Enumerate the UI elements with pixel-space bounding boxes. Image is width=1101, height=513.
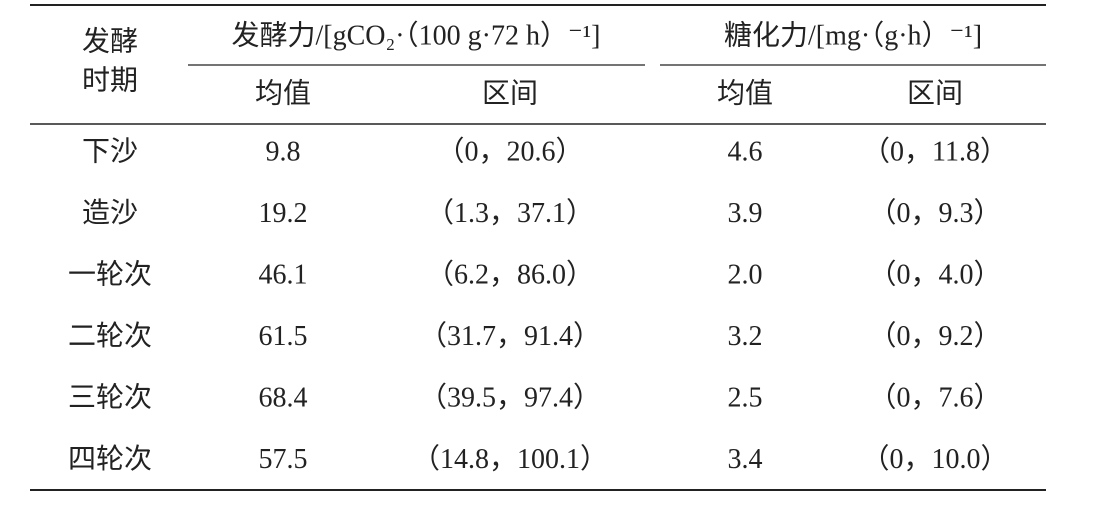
cell: （0，10.0） xyxy=(861,443,1008,475)
subheader: 区间 xyxy=(907,77,963,109)
cell: 61.5 xyxy=(259,321,308,352)
row-label: 下沙 xyxy=(82,136,138,167)
cell: （0，9.3） xyxy=(868,197,1001,229)
cell: （0，7.6） xyxy=(868,381,1001,413)
cell: 3.2 xyxy=(728,321,763,352)
row-label: 二轮次 xyxy=(68,320,152,352)
cell: （0，9.2） xyxy=(868,320,1001,352)
cell: （31.7，91.4） xyxy=(419,320,601,352)
cell: （6.2，86.0） xyxy=(426,258,594,290)
cell: 3.4 xyxy=(728,444,763,475)
subheader: 均值 xyxy=(255,77,311,109)
cell: 4.6 xyxy=(728,136,763,167)
row-header: 发酵 xyxy=(82,25,138,57)
cell: （0，4.0） xyxy=(868,258,1001,290)
cell: 3.9 xyxy=(728,198,763,229)
row-label: 一轮次 xyxy=(68,258,152,290)
cell: （39.5，97.4） xyxy=(419,381,601,413)
cell: （0，11.8） xyxy=(862,135,1008,167)
cell: 2.5 xyxy=(728,382,763,413)
cell: 9.8 xyxy=(266,136,301,167)
cell: （1.3，37.1） xyxy=(426,197,594,229)
row-label: 造沙 xyxy=(82,197,138,229)
cell: 46.1 xyxy=(259,259,308,290)
group-header: 糖化力/[mg·（g·h）⁻¹] xyxy=(724,19,982,51)
row-label: 四轮次 xyxy=(68,443,152,475)
cell: （14.8，100.1） xyxy=(412,443,608,475)
cell: （0，20.6） xyxy=(436,135,583,167)
row-header: 时期 xyxy=(82,64,138,96)
cell: 2.0 xyxy=(728,259,763,290)
subheader: 区间 xyxy=(482,77,538,109)
subheader: 均值 xyxy=(717,77,773,109)
cell: 57.5 xyxy=(259,444,308,475)
cell: 68.4 xyxy=(259,382,308,413)
cell: 19.2 xyxy=(259,198,308,229)
group-header: 发酵力/[gCO₂·（100 g·72 h）⁻¹] xyxy=(232,19,601,51)
row-label: 三轮次 xyxy=(68,381,152,413)
